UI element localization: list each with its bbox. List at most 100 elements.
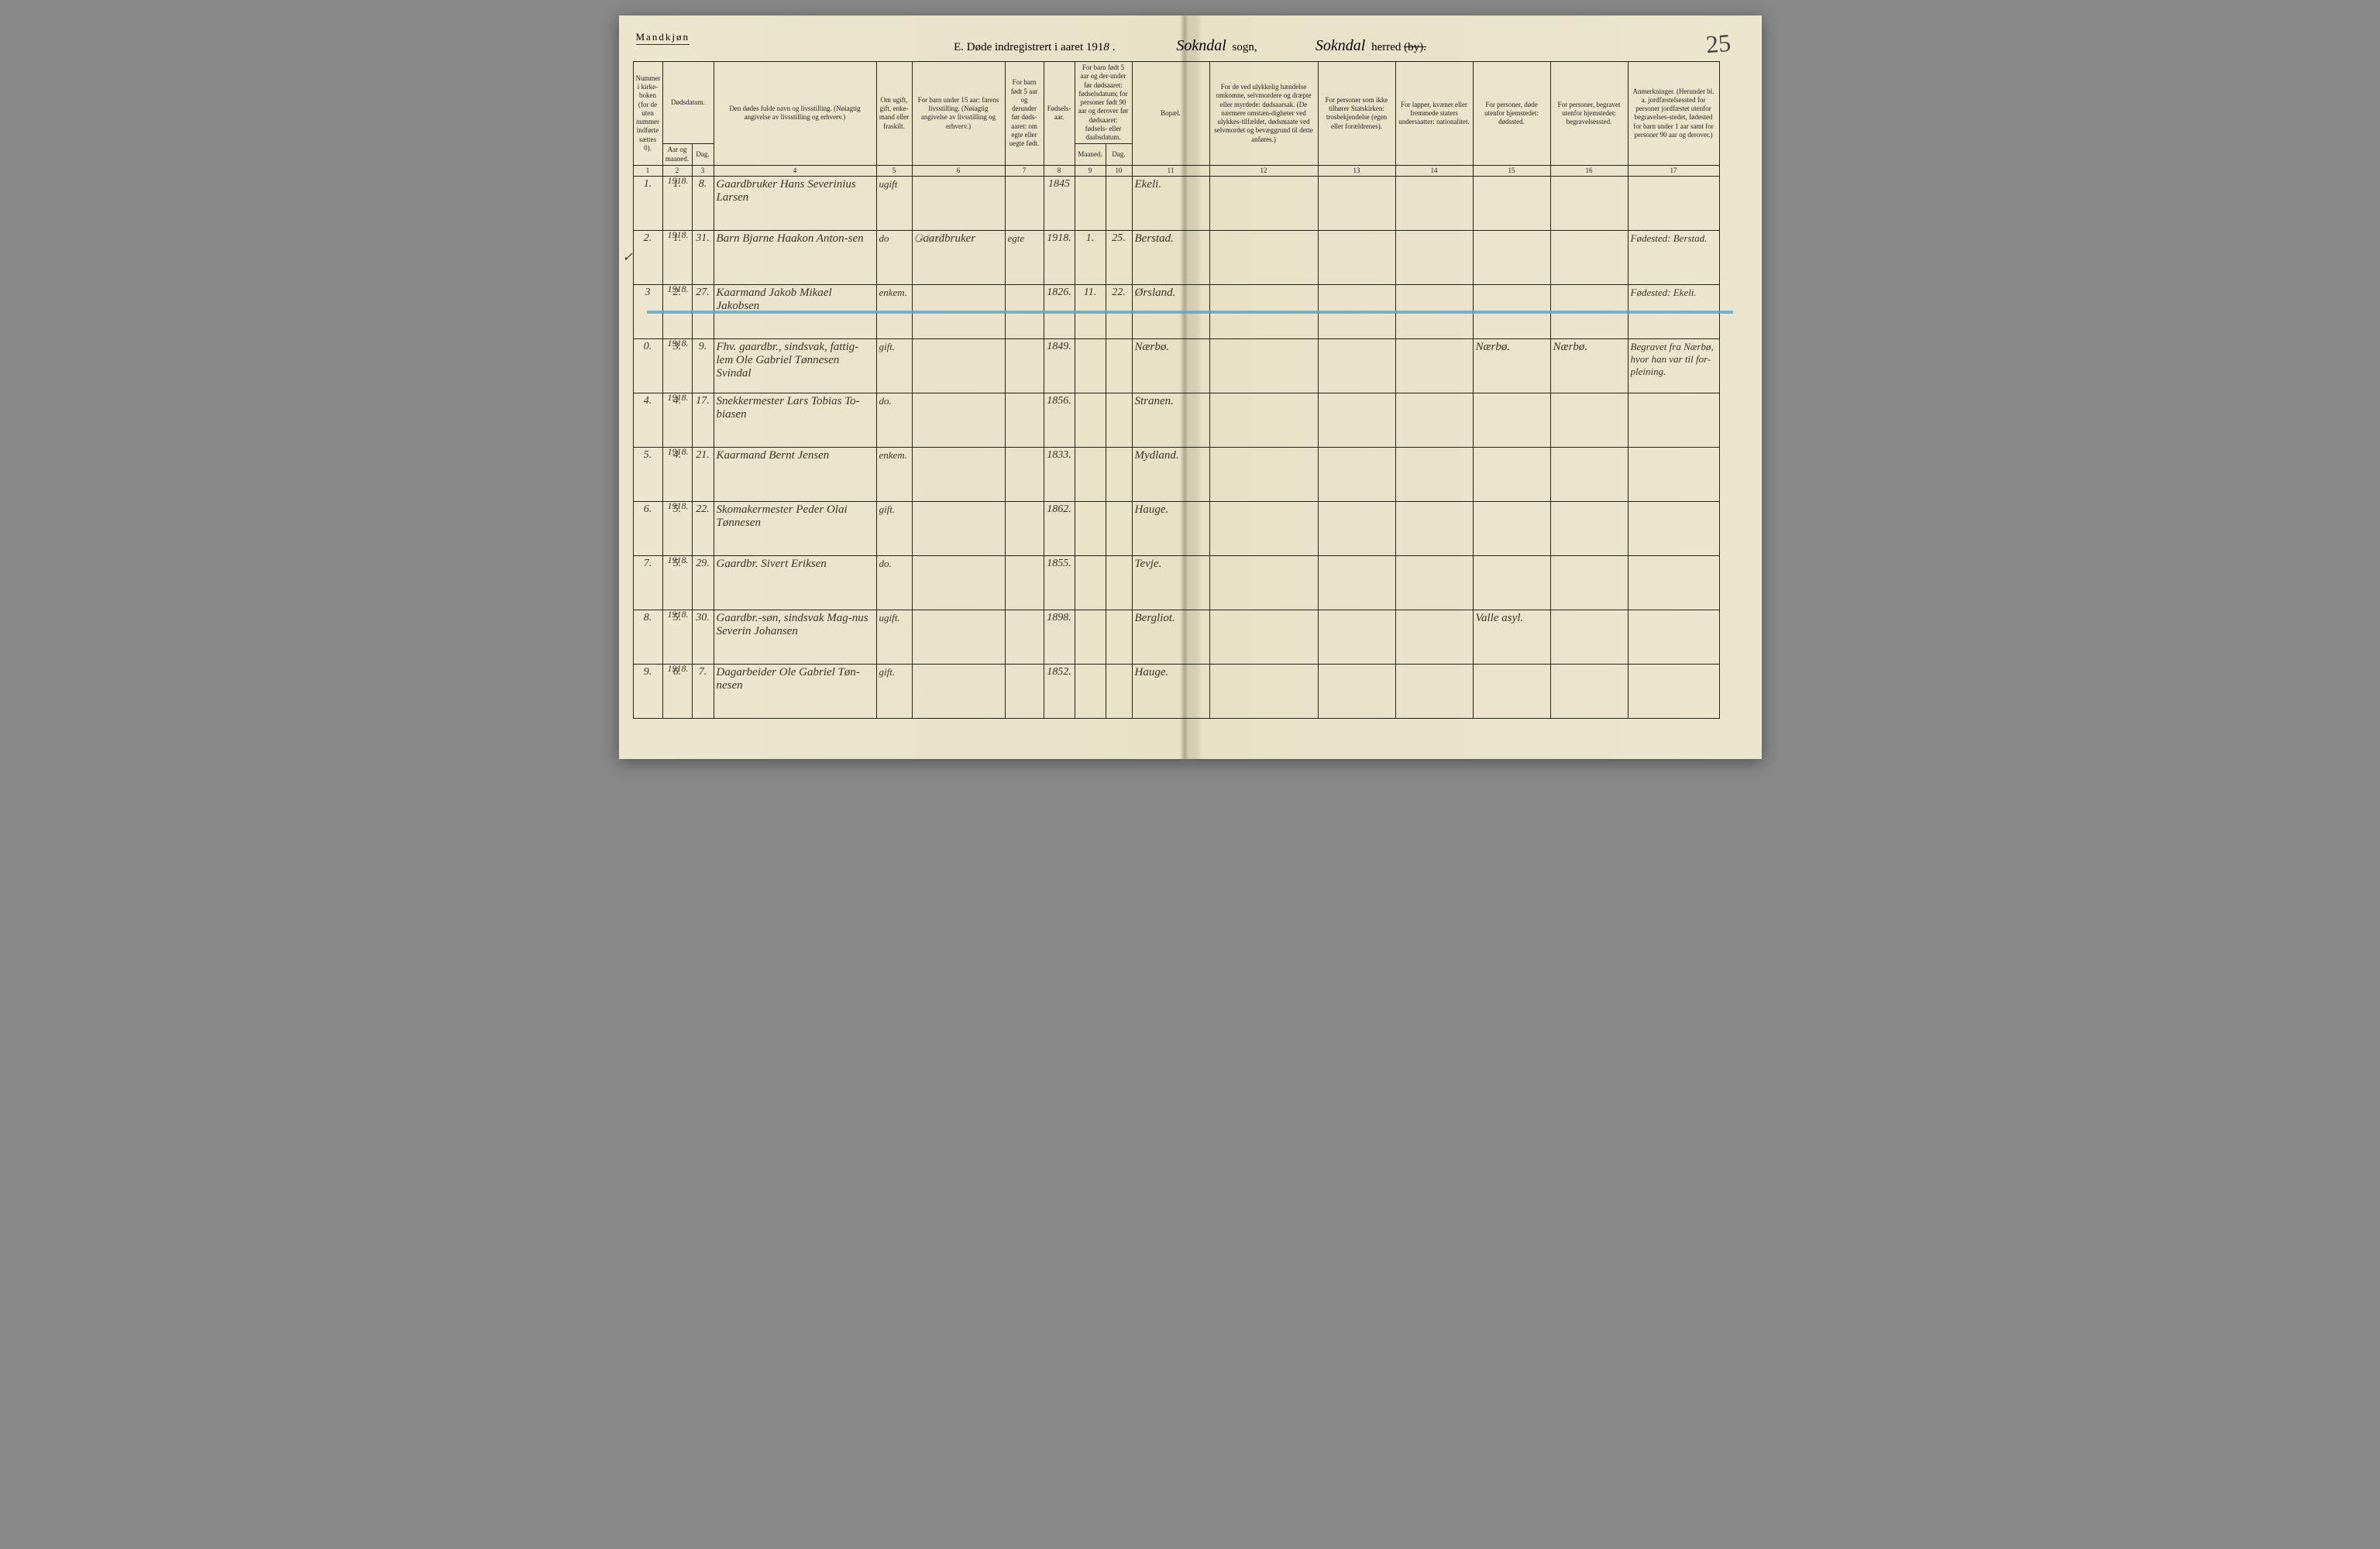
cell: [1550, 393, 1628, 447]
title-year-suffix: 8: [1103, 41, 1109, 53]
cell: [1628, 501, 1719, 555]
cell: [1075, 555, 1106, 610]
cell: Dagarbeider Ole Gabriel Tøn-nesen: [714, 664, 876, 718]
cell: [1005, 664, 1044, 718]
cell: [1005, 393, 1044, 447]
cell: [1209, 664, 1318, 718]
cell: [912, 610, 1005, 664]
cell: [1550, 176, 1628, 230]
cell: [1075, 176, 1106, 230]
cell: 30.: [692, 610, 714, 664]
cell: [1395, 176, 1473, 230]
cell: [912, 176, 1005, 230]
header-c16: For personer, begravet utenfor hjemstede…: [1550, 62, 1628, 166]
cell: [1318, 501, 1395, 555]
colnum: 6: [912, 165, 1005, 176]
cell: [1318, 664, 1395, 718]
cell: 17.: [692, 393, 714, 447]
cell: Tevje.: [1132, 555, 1209, 610]
cell: [1075, 338, 1106, 393]
colnum: 8: [1044, 165, 1075, 176]
cell: [1318, 230, 1395, 284]
cell: [1106, 555, 1132, 610]
title-prefix: E. Døde indregistrert i aaret 191: [954, 41, 1103, 53]
cell: [1318, 338, 1395, 393]
cell: [1106, 338, 1132, 393]
cell: [1318, 610, 1395, 664]
cell: [1628, 447, 1719, 501]
cell: O b dGaardbruker: [912, 230, 1005, 284]
header-c5: Om ugift, gift, enke-mand eller fraskilt…: [876, 62, 912, 166]
colnum: 11: [1132, 165, 1209, 176]
cell: [1628, 664, 1719, 718]
header-c10: Dag.: [1106, 144, 1132, 166]
colnum: 7: [1005, 165, 1044, 176]
column-number-row: 1 2 3 4 5 6 7 8 9 10 11 12 13 14 15 16 1…: [633, 165, 1747, 176]
cell: [1209, 393, 1318, 447]
cell: [1395, 501, 1473, 555]
cell: Nærbø.: [1132, 338, 1209, 393]
cell: Stranen.: [1132, 393, 1209, 447]
header-c3: Dag.: [692, 144, 714, 166]
year-above: 1918.: [668, 555, 689, 566]
year-above: 1918.: [668, 663, 689, 675]
cell: 29.: [692, 555, 714, 610]
table-row: ✓2.1918.1.31.Barn Bjarne Haakon Anton-se…: [633, 230, 1747, 284]
cell: [1106, 393, 1132, 447]
cell: 1918.1.: [662, 176, 692, 230]
cell: 1.: [633, 176, 662, 230]
cell: Fødested: Berstad.: [1628, 230, 1719, 284]
sogn-label: sogn,: [1233, 41, 1257, 53]
cell: 1918.3.: [662, 338, 692, 393]
ledger-page-spread: 25 Mandkjøn E. Døde indregistrert i aare…: [619, 15, 1762, 759]
herred-handwritten: Sokndal: [1316, 37, 1365, 55]
margin-mark: ✓: [623, 249, 633, 265]
cell: [1075, 447, 1106, 501]
colnum: 14: [1395, 165, 1473, 176]
table-row: 4.1918.4.17.Snekkermester Lars Tobias To…: [633, 393, 1747, 447]
cell: 1898.: [1044, 610, 1075, 664]
year-above: 1918.: [668, 609, 689, 620]
cell: 1918.1.: [662, 230, 692, 284]
cell: [1395, 555, 1473, 610]
cell: Kaarmand Bernt Jensen: [714, 447, 876, 501]
header-c2b: Aar og maaned.: [662, 144, 692, 166]
cell: [1473, 230, 1550, 284]
year-above: 1918.: [668, 338, 689, 349]
cell: 6.: [633, 501, 662, 555]
cell: Nærbø.: [1550, 338, 1628, 393]
colnum: 9: [1075, 165, 1106, 176]
cell: 1918.4.: [662, 447, 692, 501]
year-above: 1918.: [668, 500, 689, 512]
cell: 1918.5.: [662, 555, 692, 610]
cell: Valle asyl.: [1473, 610, 1550, 664]
cell: [1106, 176, 1132, 230]
cell: [1473, 555, 1550, 610]
cell: [1395, 393, 1473, 447]
table-row: 8.1918.5.30.Gaardbr.-søn, sindsvak Mag-n…: [633, 610, 1747, 664]
cell: 9.: [692, 338, 714, 393]
cell: Begravet fra Nærbø, hvor han var til for…: [1628, 338, 1719, 393]
cell: 31.: [692, 230, 714, 284]
header-c9b: Maaned.: [1075, 144, 1106, 166]
header-c6: For barn under 15 aar: farens livsstilli…: [912, 62, 1005, 166]
table-row: 9.1918.6.7.Dagarbeider Ole Gabriel Tøn-n…: [633, 664, 1747, 718]
cell: do: [876, 230, 912, 284]
cell: [912, 393, 1005, 447]
cell: [1473, 664, 1550, 718]
cell: [1209, 176, 1318, 230]
header-c2a: Dødsdatum.: [662, 62, 714, 144]
cell: [1473, 176, 1550, 230]
cell: 7.: [692, 664, 714, 718]
cell: Snekkermester Lars Tobias To-biasen: [714, 393, 876, 447]
cell: [1395, 447, 1473, 501]
cell: 4.: [633, 393, 662, 447]
colnum: 15: [1473, 165, 1550, 176]
header-c7: For barn født 5 aar og derunder før døds…: [1005, 62, 1044, 166]
cell: [1075, 501, 1106, 555]
cell: 5.: [633, 447, 662, 501]
table-row: 5.1918.4.21.Kaarmand Bernt Jensenenkem.1…: [633, 447, 1747, 501]
year-above: 1918.: [668, 175, 689, 187]
cell: [912, 664, 1005, 718]
cell: [1005, 176, 1044, 230]
